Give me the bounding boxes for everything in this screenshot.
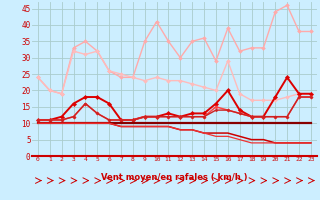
- X-axis label: Vent moyen/en rafales ( km/h ): Vent moyen/en rafales ( km/h ): [101, 174, 248, 182]
